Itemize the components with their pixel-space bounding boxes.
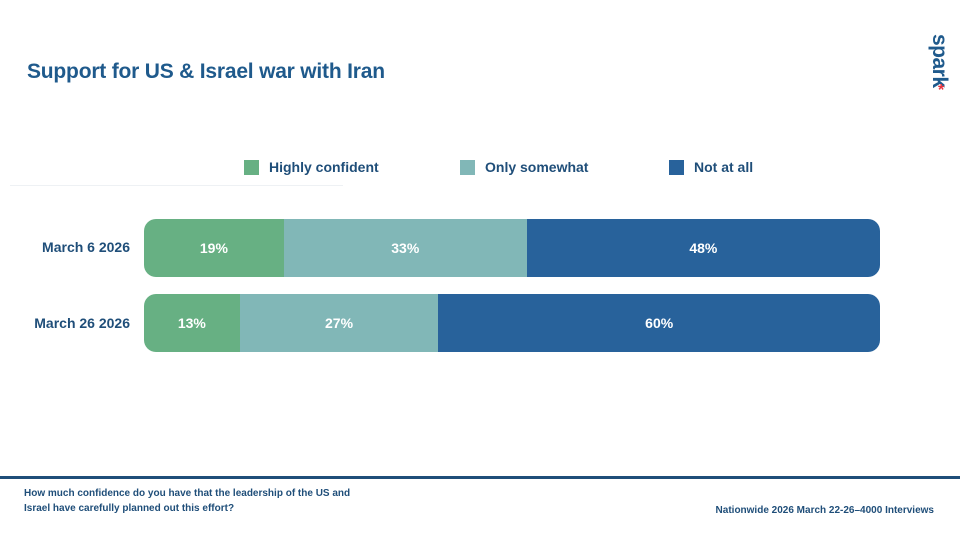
row-label-march-26: March 26 2026 <box>34 315 130 331</box>
chart-title: Support for US & Israel war with Iran <box>27 60 385 83</box>
data-label-march-26-not-at-all: 60% <box>645 315 674 331</box>
legend-label-highly-confident: Highly confident <box>269 159 379 175</box>
row-label-march-6: March 6 2026 <box>42 239 130 255</box>
legend-swatch-only-somewhat <box>460 159 475 175</box>
bar-row-march-6: 19% 33% 48% <box>144 219 880 277</box>
legend-item-not-at-all: Not at all <box>669 158 753 176</box>
data-label-march-6-not-at-all: 48% <box>689 240 718 256</box>
legend-label-not-at-all: Not at all <box>694 159 754 175</box>
footer-divider <box>0 476 960 479</box>
bar-segment-march-26-only-somewhat: 27% <box>239 294 439 352</box>
data-label-march-26-only-somewhat: 27% <box>325 315 354 331</box>
legend-divider <box>10 185 343 186</box>
data-label-march-6-only-somewhat: 33% <box>391 240 420 256</box>
legend-swatch-highly-confident <box>244 159 259 175</box>
logo-text: spark <box>928 34 951 88</box>
survey-question: How much confidence do you have that the… <box>24 488 351 514</box>
data-label-march-6-highly-confident: 19% <box>199 240 228 256</box>
spark-logo: spark * <box>922 34 952 99</box>
legend-swatch-not-at-all <box>669 159 684 175</box>
survey-source: Nationwide 2026 March 22-26–4000 Intervi… <box>715 505 934 516</box>
legend-item-only-somewhat: Only somewhat <box>460 158 588 176</box>
bar-segment-march-26-not-at-all: 60% <box>438 294 880 352</box>
data-label-march-26-highly-confident: 13% <box>177 315 206 331</box>
legend-item-highly-confident: Highly confident <box>244 158 379 176</box>
logo-asterisk: * <box>938 82 945 99</box>
legend-label-only-somewhat: Only somewhat <box>485 159 589 175</box>
bar-segment-march-26-highly-confident: 13% <box>144 294 240 352</box>
bar-segment-march-6-not-at-all: 48% <box>526 219 880 277</box>
bar-segment-march-6-only-somewhat: 33% <box>283 219 527 277</box>
bar-row-march-26: 13% 27% 60% <box>144 294 880 352</box>
bar-segment-march-6-highly-confident: 19% <box>144 219 284 277</box>
